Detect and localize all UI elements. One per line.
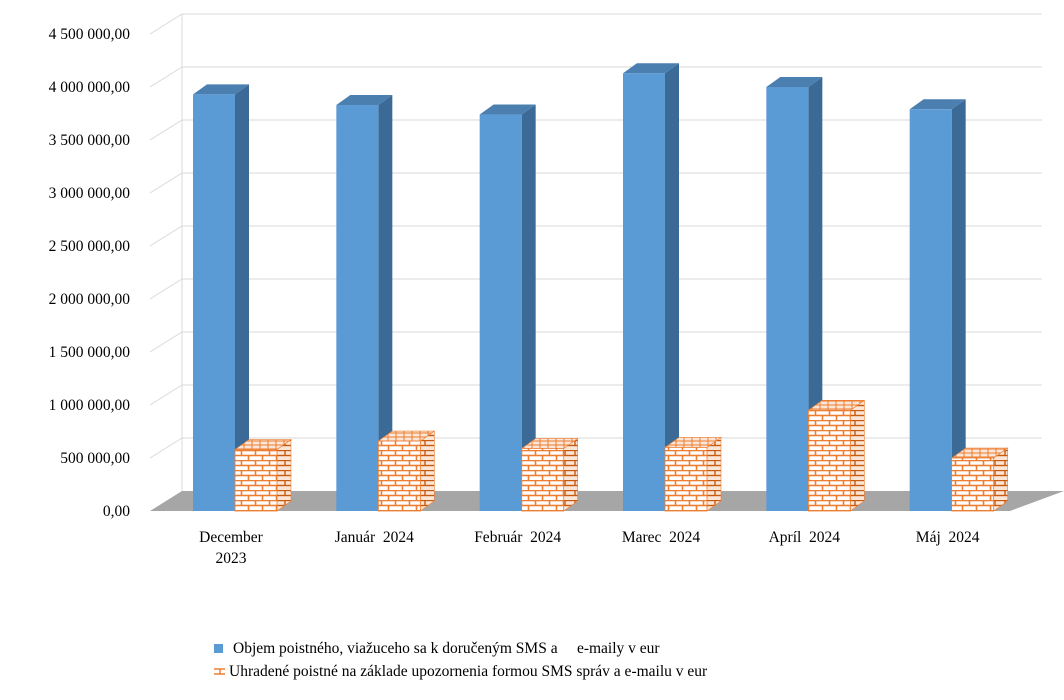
y-tick-label: 3 000 000,00 xyxy=(49,185,131,202)
legend-label-uhradene: Uhradené poistné na základe upozornenia … xyxy=(229,663,708,680)
bar-objem-top xyxy=(336,95,393,106)
bar-objem-top xyxy=(766,77,823,87)
bar-objem xyxy=(336,105,379,512)
y-tick-label: 0,00 xyxy=(103,503,130,520)
x-tick-label: Január 2024 xyxy=(335,529,414,546)
bar-objem-top xyxy=(479,104,536,115)
bar-objem-side xyxy=(235,84,249,512)
bar-uhradene xyxy=(234,449,278,512)
y-tick-label: 1 500 000,00 xyxy=(49,344,131,361)
bar-objem xyxy=(909,109,952,511)
bar-uhradene-side xyxy=(420,430,435,512)
bar-uhradene xyxy=(521,448,565,512)
y-tick-label: 1 000 000,00 xyxy=(49,397,131,414)
x-tick-label: Máj 2024 xyxy=(916,529,980,546)
bar-uhradene-side xyxy=(706,436,722,512)
bar-objem-side xyxy=(951,99,966,511)
bar-objem-side xyxy=(378,95,393,512)
gridline-diagonal xyxy=(149,331,183,353)
y-tick-label: 4 000 000,00 xyxy=(49,79,131,96)
bar-uhradene-side xyxy=(993,447,1008,512)
x-tick-label: Február 2024 xyxy=(474,529,561,546)
gridline-diagonal xyxy=(149,13,183,35)
legend-swatch-uhradene xyxy=(214,666,225,677)
gridline-diagonal xyxy=(149,119,183,141)
chart-legend: Objem poistného, viažuceho sa k doručený… xyxy=(214,637,707,683)
bar-uhradene xyxy=(807,409,851,512)
gridline-diagonal xyxy=(149,225,183,247)
bar-objem-top xyxy=(193,84,249,95)
x-tick-label: Marec 2024 xyxy=(622,529,701,546)
gridline-diagonal xyxy=(149,172,183,194)
bar-uhradene-side xyxy=(850,399,865,512)
bar-objem-top xyxy=(623,63,679,74)
y-tick-label: 3 500 000,00 xyxy=(49,132,131,149)
legend-swatch-objem xyxy=(214,644,223,653)
x-tick-label: 2023 xyxy=(216,550,247,567)
bar-uhradene xyxy=(377,440,421,512)
bar-objem xyxy=(623,73,665,511)
y-tick-label: 2 500 000,00 xyxy=(49,238,131,255)
y-tick-label: 500 000,00 xyxy=(60,450,130,467)
bar-objem xyxy=(479,114,522,511)
bar-objem xyxy=(766,87,809,511)
bar-objem xyxy=(193,94,235,512)
gridline-diagonal xyxy=(149,278,183,300)
gridline-diagonal xyxy=(149,66,183,88)
bar-uhradene-side xyxy=(563,437,578,512)
legend-label-objem: Objem poistného, viažuceho sa k doručený… xyxy=(233,640,660,657)
bar-uhradene xyxy=(951,457,995,512)
gridline-diagonal xyxy=(149,437,183,459)
legend-item-objem: Objem poistného, viažuceho sa k doručený… xyxy=(214,637,707,660)
legend-item-uhradene: Uhradené poistné na základe upozornenia … xyxy=(214,660,707,683)
y-tick-label: 2 000 000,00 xyxy=(49,291,131,308)
bar-objem-top xyxy=(909,99,966,110)
bar-objem-side xyxy=(665,63,679,511)
bar-objem-side xyxy=(521,104,536,511)
x-tick-label: Apríl 2024 xyxy=(769,529,841,546)
bar-uhradene xyxy=(664,446,708,512)
x-tick-label: December xyxy=(199,529,264,546)
gridline-diagonal xyxy=(149,384,183,406)
bar-uhradene-side xyxy=(276,438,292,512)
y-tick-label: 4 500 000,00 xyxy=(49,26,131,43)
